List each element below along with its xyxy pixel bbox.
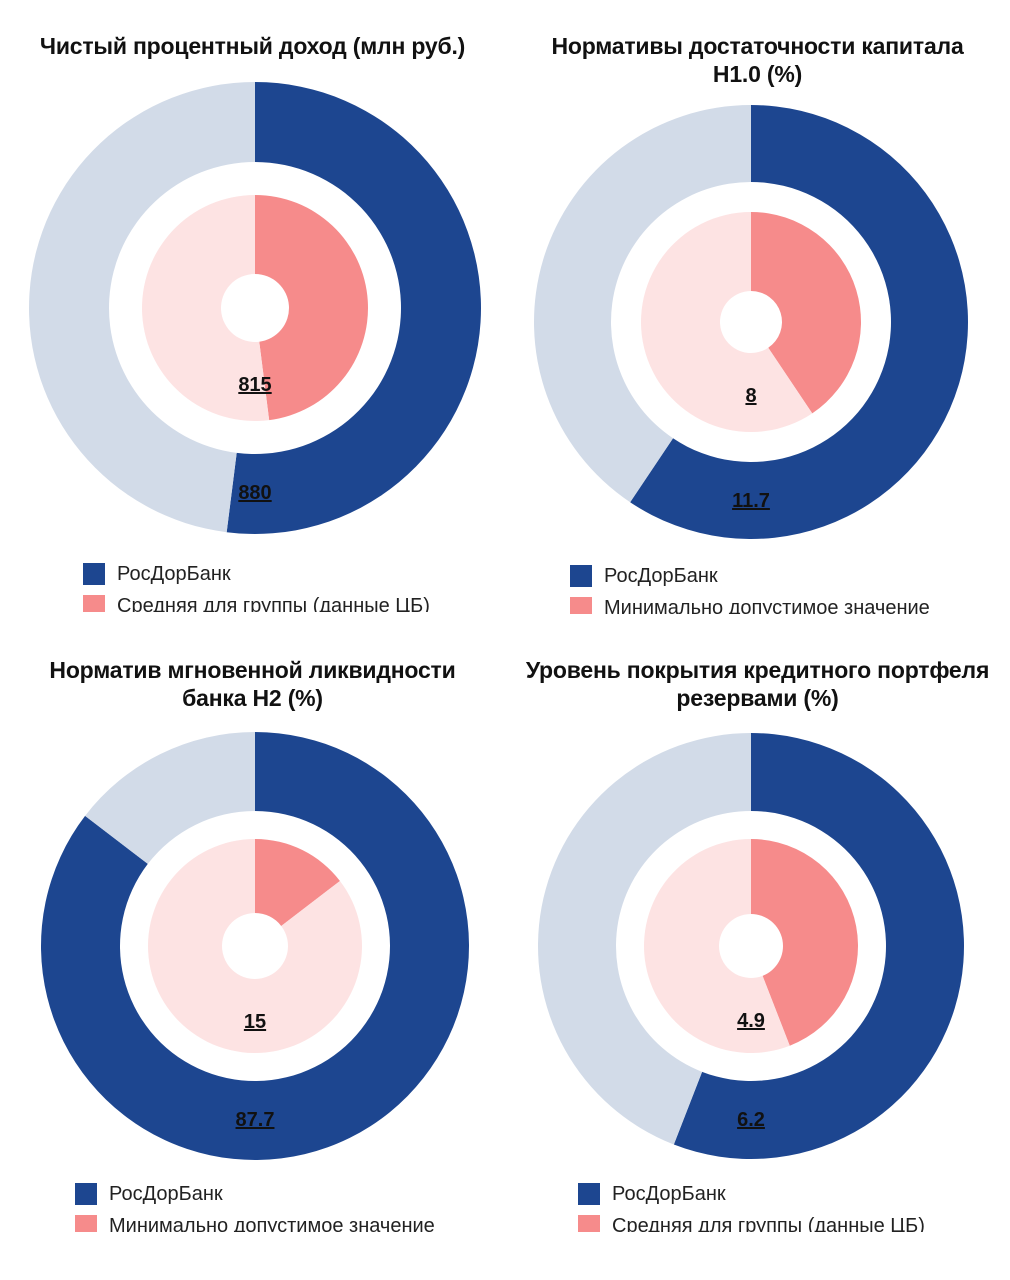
- chart-panel-reserve-coverage: Уровень покрытия кредитного портфеля рез…: [505, 640, 1010, 1280]
- data-label-bank: 880: [238, 482, 271, 504]
- chart-title: Уровень покрытия кредитного портфеля рез…: [525, 657, 990, 711]
- data-label-bank: 6.2: [737, 1109, 765, 1131]
- chart-title: Нормативы достаточности капитала Н1.0 (%…: [551, 33, 964, 87]
- chart-title: Норматив мгновенной ликвидности банка Н2…: [49, 657, 456, 711]
- data-label-bank: 11.7: [732, 490, 770, 512]
- legend-swatch-bank: [83, 563, 105, 585]
- donut-chart: 87.7 15: [40, 732, 469, 1160]
- chart-title: Чистый процентный доход (млн руб.): [39, 33, 466, 59]
- legend-item-minimum: Минимально допустимое значение: [570, 596, 990, 614]
- outer-ring-slice-bank: [630, 105, 968, 539]
- chart-panel-capital-adequacy: Нормативы достаточности капитала Н1.0 (%…: [505, 0, 1010, 640]
- outer-ring-slice-bank: [673, 733, 964, 1159]
- data-label-benchmark: 4.9: [737, 1010, 765, 1032]
- legend-swatch-minimum: [570, 597, 592, 614]
- legend-label: РосДорБанк: [612, 1183, 726, 1205]
- donut-chart: 880 815: [29, 82, 482, 534]
- legend-swatch-minimum: [75, 1215, 97, 1232]
- legend-swatch-bank: [578, 1183, 600, 1205]
- chart-panel-instant-liquidity: Норматив мгновенной ликвидности банка Н2…: [0, 640, 505, 1280]
- chart-panel-net-interest-income: Чистый процентный доход (млн руб.) 880 81…: [0, 0, 505, 640]
- outer-ring-slice-rest: [537, 733, 751, 1145]
- inner-ring-slice-rest: [141, 195, 270, 422]
- inner-ring-slice-rest: [641, 212, 813, 432]
- inner-ring-slice-benchmark: [751, 212, 861, 414]
- outer-ring-slice-bank: [40, 732, 469, 1160]
- legend-label: РосДорБанк: [109, 1183, 223, 1205]
- donut-chart: 6.2 4.9: [537, 733, 964, 1159]
- legend-swatch-bank: [75, 1183, 97, 1205]
- inner-ring-slice-benchmark: [255, 195, 368, 421]
- outer-ring-slice-rest: [85, 732, 255, 864]
- outer-ring-slice-rest: [534, 105, 751, 503]
- legend-swatch-group: [83, 595, 105, 612]
- data-label-benchmark: 15: [244, 1011, 266, 1033]
- legend-item-minimum: Минимально допустимое значение: [75, 1214, 495, 1232]
- inner-ring-slice-rest: [147, 839, 362, 1053]
- legend-item-group: Средняя для группы (данные ЦБ): [83, 594, 503, 612]
- legend-label: Средняя для группы (данные ЦБ): [612, 1215, 925, 1232]
- legend-label: Минимально допустимое значение: [109, 1215, 435, 1232]
- outer-ring-slice-rest: [29, 82, 255, 533]
- data-label-benchmark: 815: [238, 374, 271, 396]
- outer-ring-slice-bank: [226, 82, 482, 534]
- inner-ring-slice-rest: [643, 839, 790, 1053]
- legend-swatch-group: [578, 1215, 600, 1232]
- legend-item-group: Средняя для группы (данные ЦБ): [578, 1214, 998, 1232]
- data-label-benchmark: 8: [745, 385, 756, 407]
- legend-swatch-bank: [570, 565, 592, 587]
- inner-ring-slice-benchmark: [751, 839, 858, 1046]
- data-label-bank: 87.7: [236, 1109, 275, 1131]
- legend-label: Средняя для группы (данные ЦБ): [117, 595, 430, 612]
- donut-chart: 11.78: [534, 105, 968, 539]
- legend-label: РосДорБанк: [117, 563, 231, 585]
- inner-ring-slice-benchmark: [255, 839, 340, 926]
- legend-label: РосДорБанк: [604, 565, 718, 587]
- legend-label: Минимально допустимое значение: [604, 597, 930, 614]
